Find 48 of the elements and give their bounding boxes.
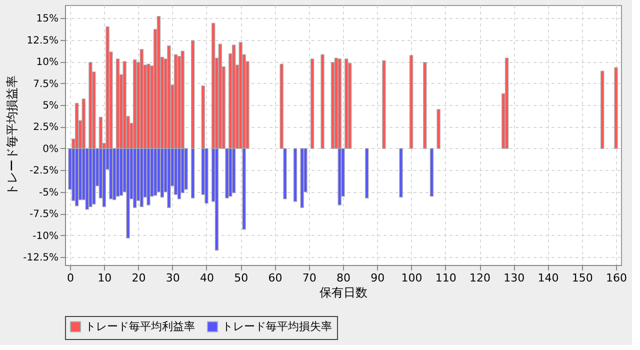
y-tick-label: 5% xyxy=(42,100,58,112)
bar xyxy=(600,70,604,149)
bar xyxy=(436,109,440,149)
y-tick-label: 10% xyxy=(36,57,58,68)
x-tick-label: 140 xyxy=(538,272,559,284)
bar xyxy=(365,148,369,198)
x-tick-label: 90 xyxy=(370,272,385,284)
bar xyxy=(614,67,618,149)
y-tick-label: 2.5% xyxy=(33,122,58,134)
legend-label: トレード毎平均損失率 xyxy=(222,320,332,333)
x-tick-label: 60 xyxy=(268,272,282,284)
bar xyxy=(320,54,324,149)
y-tick-label: -10% xyxy=(32,230,58,242)
x-tick-label: 120 xyxy=(470,272,490,284)
y-tick-label: 0% xyxy=(42,144,58,155)
x-tick-label: 110 xyxy=(435,272,456,284)
bar xyxy=(504,58,509,149)
x-axis-title: 保有日数 xyxy=(320,286,368,300)
y-tick-label: -5% xyxy=(39,187,58,198)
bar xyxy=(430,148,434,197)
x-tick-label: 160 xyxy=(606,272,627,284)
y-tick-label: 7.5% xyxy=(33,78,58,90)
x-tick-label: 50 xyxy=(234,272,248,284)
bar xyxy=(310,58,314,149)
legend-label: トレード毎平均利益率 xyxy=(85,320,195,333)
x-tick-label: 150 xyxy=(572,272,593,284)
bar xyxy=(399,148,403,198)
x-tick-label: 30 xyxy=(166,272,180,284)
bar xyxy=(409,55,414,149)
bar xyxy=(293,148,298,202)
x-tick-label: 40 xyxy=(200,272,214,284)
x-tick-label: 70 xyxy=(302,272,316,284)
bar xyxy=(300,148,304,208)
bar xyxy=(423,62,427,149)
x-tick-label: 10 xyxy=(98,272,112,284)
x-tick-label: 80 xyxy=(336,272,350,284)
x-tick-label: 0 xyxy=(67,272,74,284)
x-tick-label: 130 xyxy=(504,272,525,284)
y-tick-label: -12.5% xyxy=(23,252,58,264)
x-tick-label: 20 xyxy=(132,272,146,284)
bar xyxy=(348,62,352,149)
y-tick-label: 12.5% xyxy=(26,35,58,46)
bar xyxy=(382,60,386,149)
y-axis-title: トレード毎平均損益率 xyxy=(5,76,20,196)
x-tick-label: 100 xyxy=(401,272,422,284)
y-tick-label: 15% xyxy=(36,14,58,25)
y-tick-label: -2.5% xyxy=(29,166,58,177)
y-tick-label: -7.5% xyxy=(29,209,58,220)
